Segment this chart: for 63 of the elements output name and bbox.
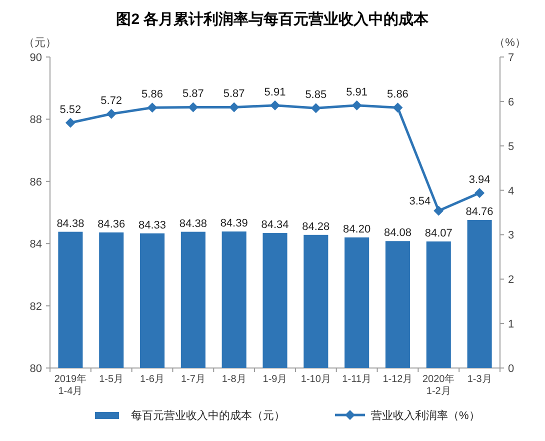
y-tick-label: 86 bbox=[30, 176, 42, 188]
y-tick-label: 84 bbox=[30, 238, 42, 251]
data-label: 5.86 bbox=[387, 88, 408, 101]
data-label: 5.91 bbox=[264, 86, 286, 98]
point bbox=[310, 103, 321, 114]
legend-label: 营业收入利润率（%） bbox=[371, 409, 480, 422]
y2-tick-label: 3 bbox=[508, 230, 514, 242]
chart-title: 图2 各月累计利润率与每百元营业收入中的成本 bbox=[116, 10, 430, 28]
y2-tick-label: 6 bbox=[508, 96, 514, 108]
data-label: 84.36 bbox=[98, 218, 126, 230]
data-label: 84.20 bbox=[343, 223, 371, 236]
y-axis-title: （元） bbox=[24, 37, 56, 49]
point bbox=[65, 118, 76, 128]
data-label: 84.34 bbox=[261, 219, 289, 232]
data-label: 5.85 bbox=[305, 89, 327, 102]
y2-tick-label: 2 bbox=[508, 274, 514, 286]
data-label: 5.72 bbox=[100, 94, 122, 107]
data-label: 3.54 bbox=[409, 196, 431, 208]
x-tick-label: 1-6月 bbox=[140, 374, 164, 385]
y2-tick-label: 1 bbox=[508, 318, 514, 331]
y2-axis-title: （%） bbox=[494, 37, 526, 49]
legend-label: 每百元营业收入中的成本（元） bbox=[131, 409, 285, 422]
x-tick-label: 2019年 1-4月 bbox=[54, 373, 87, 397]
data-label: 84.76 bbox=[466, 206, 494, 218]
data-label: 5.87 bbox=[182, 88, 204, 100]
y2-tick-label: 7 bbox=[508, 52, 514, 64]
data-label: 84.38 bbox=[179, 218, 207, 230]
point bbox=[392, 102, 403, 113]
data-label: 5.86 bbox=[142, 88, 163, 101]
x-tick-label: 1-3月 bbox=[467, 374, 492, 385]
x-tick-label: 1-9月 bbox=[262, 374, 288, 385]
x-tick-label: 1-7月 bbox=[180, 374, 206, 385]
data-label: 5.91 bbox=[346, 86, 368, 98]
x-tick-label: 1-11月 bbox=[342, 374, 372, 385]
y-tick-label: 90 bbox=[30, 52, 42, 64]
data-label: 84.39 bbox=[220, 217, 248, 230]
point bbox=[147, 102, 158, 113]
data-label: 84.08 bbox=[384, 227, 412, 240]
y2-tick-label: 4 bbox=[508, 185, 514, 198]
y-tick-label: 82 bbox=[30, 300, 42, 313]
x-tick-label: 2020年 1-2月 bbox=[422, 373, 455, 397]
y2-tick-label: 0 bbox=[508, 363, 514, 375]
x-tick-label: 1-8月 bbox=[222, 374, 246, 385]
x-tick-label: 1-12月 bbox=[382, 374, 413, 385]
data-label: 5.52 bbox=[60, 104, 82, 116]
data-label: 84.07 bbox=[424, 227, 452, 240]
data-label: 3.94 bbox=[468, 174, 490, 186]
point bbox=[188, 102, 198, 112]
y-tick-label: 88 bbox=[30, 114, 42, 126]
point bbox=[270, 100, 280, 110]
x-tick-label: 1-10月 bbox=[300, 374, 331, 385]
y2-tick-label: 5 bbox=[508, 140, 514, 153]
y-tick-label: 80 bbox=[30, 363, 42, 375]
point bbox=[474, 188, 485, 198]
point bbox=[229, 102, 240, 112]
point bbox=[106, 108, 116, 119]
data-label: 84.38 bbox=[56, 218, 84, 230]
point bbox=[434, 206, 444, 216]
data-label: 84.33 bbox=[138, 219, 166, 232]
point bbox=[352, 100, 362, 110]
x-tick-label: 1-5月 bbox=[99, 374, 124, 385]
data-label: 5.87 bbox=[223, 88, 245, 100]
data-label: 84.28 bbox=[302, 220, 330, 233]
